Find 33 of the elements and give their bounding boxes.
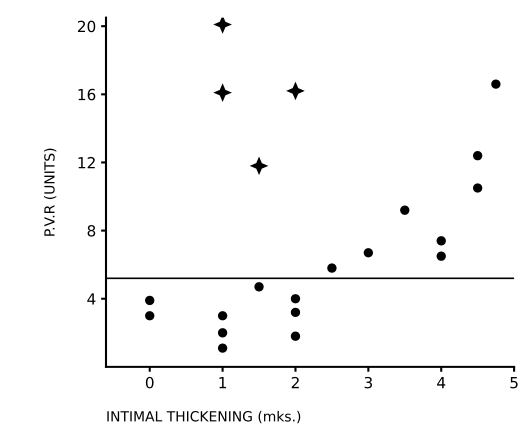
y-tick-label: 4 (87, 293, 96, 305)
y-tick-label: 12 (78, 156, 95, 168)
point (473, 183, 482, 193)
point (436, 236, 446, 246)
x-tick-label: 3 (364, 376, 372, 388)
y-tick-label: 16 (78, 88, 96, 100)
x-tick-label: 1 (219, 377, 226, 388)
x-tick-label: 0 (146, 376, 154, 388)
point (364, 248, 374, 258)
point (327, 263, 337, 273)
point (218, 311, 228, 320)
point (400, 205, 410, 215)
x-tick-label: 4 (437, 377, 446, 388)
point (213, 83, 232, 102)
point (473, 150, 482, 160)
x-axis-title: INTIMAL THICKENING (mks.) (107, 410, 300, 424)
point (145, 311, 154, 320)
x-tick-label: 5 (510, 377, 518, 388)
y-axis-title: P.V.R (UNITS) (44, 148, 56, 236)
point (218, 328, 228, 338)
y-tick-label: 8 (88, 225, 96, 237)
point (290, 308, 300, 318)
point (286, 82, 305, 100)
point (250, 156, 268, 176)
x-tick-label: 2 (292, 376, 299, 388)
point (290, 294, 300, 304)
y-tick-label: 20 (78, 20, 96, 32)
point (254, 282, 264, 292)
point (491, 79, 501, 89)
point (436, 251, 446, 261)
point (218, 343, 228, 353)
point (290, 332, 300, 341)
point (145, 296, 154, 306)
